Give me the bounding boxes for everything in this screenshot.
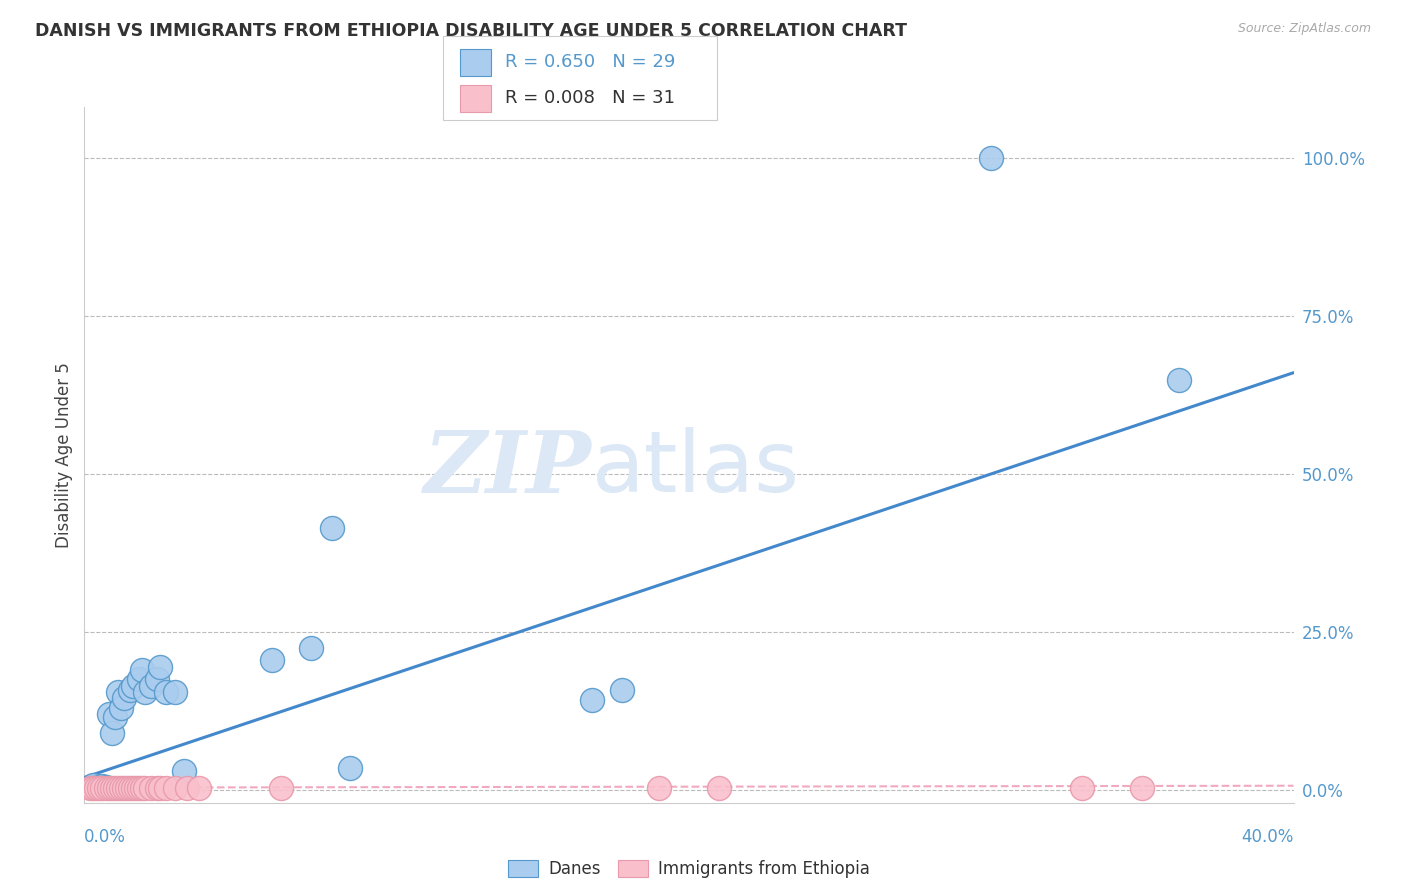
Text: atlas: atlas xyxy=(592,427,800,510)
Point xyxy=(1071,780,1094,795)
Point xyxy=(97,707,120,722)
Text: R = 0.008   N = 31: R = 0.008 N = 31 xyxy=(505,89,675,107)
Point xyxy=(647,780,671,795)
Point xyxy=(118,780,141,795)
Point xyxy=(82,778,104,792)
Point xyxy=(709,780,731,795)
Point xyxy=(270,780,292,795)
Point xyxy=(125,780,148,795)
Point xyxy=(82,780,104,795)
Point xyxy=(176,780,198,795)
Y-axis label: Disability Age Under 5: Disability Age Under 5 xyxy=(55,362,73,548)
Point xyxy=(91,780,114,794)
Point xyxy=(107,780,129,795)
Point xyxy=(581,693,603,707)
Point xyxy=(121,780,143,795)
Point xyxy=(1167,373,1189,387)
Point xyxy=(121,679,143,693)
Point xyxy=(115,780,138,795)
Point xyxy=(188,780,211,795)
Point xyxy=(104,780,127,795)
Point xyxy=(112,691,135,706)
Text: Source: ZipAtlas.com: Source: ZipAtlas.com xyxy=(1237,22,1371,36)
Point xyxy=(155,780,177,795)
Point xyxy=(260,653,283,667)
Point xyxy=(104,710,127,724)
Point xyxy=(128,673,150,687)
Point xyxy=(131,780,153,795)
Point xyxy=(86,780,108,795)
Point xyxy=(100,780,122,795)
Point xyxy=(980,151,1002,165)
Point xyxy=(139,679,162,693)
Point xyxy=(149,660,172,674)
Point xyxy=(146,673,169,687)
Point xyxy=(163,780,186,795)
Text: R = 0.650   N = 29: R = 0.650 N = 29 xyxy=(505,54,675,71)
Point xyxy=(89,780,111,794)
Point xyxy=(173,764,195,779)
Point xyxy=(110,780,132,795)
Point xyxy=(134,685,156,699)
Point xyxy=(146,780,169,795)
Point xyxy=(107,685,129,699)
Point xyxy=(155,685,177,699)
Point xyxy=(110,701,132,715)
Text: DANISH VS IMMIGRANTS FROM ETHIOPIA DISABILITY AGE UNDER 5 CORRELATION CHART: DANISH VS IMMIGRANTS FROM ETHIOPIA DISAB… xyxy=(35,22,907,40)
Point xyxy=(612,683,634,698)
Point xyxy=(1130,780,1153,795)
Text: 0.0%: 0.0% xyxy=(84,828,127,847)
Point xyxy=(131,663,153,677)
Point xyxy=(134,780,156,795)
Point xyxy=(299,640,322,655)
Point xyxy=(118,683,141,698)
Point xyxy=(112,780,135,795)
Point xyxy=(321,521,343,535)
Point xyxy=(94,780,117,794)
Point xyxy=(89,780,111,795)
Point xyxy=(94,780,117,795)
Point xyxy=(91,780,114,795)
Point xyxy=(100,726,122,740)
Text: ZIP: ZIP xyxy=(425,427,592,510)
Point xyxy=(149,780,172,795)
Legend: Danes, Immigrants from Ethiopia: Danes, Immigrants from Ethiopia xyxy=(502,854,876,885)
Point xyxy=(139,780,162,795)
Text: 40.0%: 40.0% xyxy=(1241,828,1294,847)
Point xyxy=(163,685,186,699)
Point xyxy=(339,761,361,775)
Point xyxy=(97,780,120,795)
Point xyxy=(128,780,150,795)
Point xyxy=(79,780,101,795)
